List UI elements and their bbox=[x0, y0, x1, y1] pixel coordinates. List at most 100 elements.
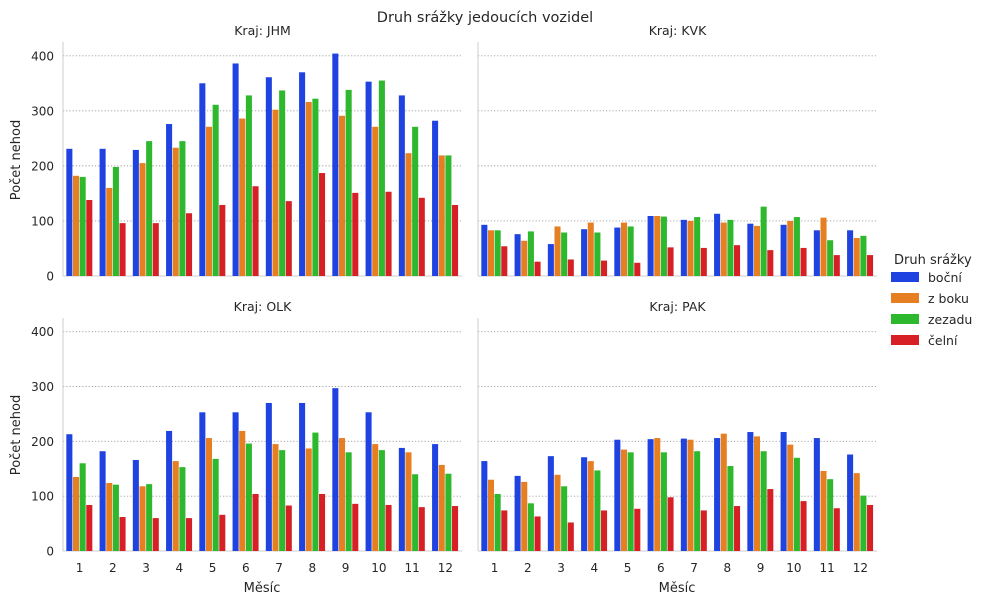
bar-z boku-4 bbox=[587, 222, 594, 276]
bar-čelní-11 bbox=[833, 255, 840, 276]
chart-title: Druh srážky jedoucích vozidel bbox=[377, 10, 593, 26]
bar-zezadu-1 bbox=[494, 493, 501, 551]
bar-boční-12 bbox=[432, 120, 439, 276]
bar-čelní-2 bbox=[534, 261, 541, 276]
bar-zezadu-7 bbox=[279, 450, 286, 551]
bar-boční-3 bbox=[547, 456, 554, 551]
bar-zezadu-2 bbox=[527, 231, 534, 276]
bar-čelní-6 bbox=[667, 497, 674, 551]
bar-boční-7 bbox=[265, 77, 272, 277]
bar-zezadu-5 bbox=[212, 104, 219, 277]
bar-z boku-5 bbox=[620, 449, 628, 551]
bar-boční-9 bbox=[747, 432, 754, 551]
x-tick-label: 5 bbox=[624, 561, 632, 575]
bar-zezadu-3 bbox=[561, 486, 568, 551]
bar-z boku-8 bbox=[720, 222, 727, 276]
y-tick-label: 400 bbox=[31, 49, 54, 63]
bar-z boku-7 bbox=[687, 220, 694, 276]
bar-čelní-7 bbox=[700, 510, 707, 551]
y-tick-label: 200 bbox=[31, 435, 54, 449]
bar-z boku-2 bbox=[106, 483, 113, 551]
bar-boční-11 bbox=[398, 95, 405, 276]
bar-čelní-3 bbox=[152, 223, 159, 276]
bar-boční-10 bbox=[780, 432, 787, 551]
panel-title: Kraj: KVK bbox=[649, 23, 707, 38]
bar-čelní-9 bbox=[352, 192, 359, 276]
bar-boční-9 bbox=[747, 223, 754, 276]
bar-zezadu-1 bbox=[79, 176, 86, 276]
bar-boční-8 bbox=[299, 72, 306, 276]
bar-z boku-1 bbox=[72, 476, 80, 551]
bar-zezadu-11 bbox=[827, 479, 834, 551]
bar-boční-5 bbox=[614, 439, 621, 551]
bar-boční-6 bbox=[647, 439, 654, 551]
bar-čelní-4 bbox=[186, 518, 193, 551]
bar-čelní-4 bbox=[601, 260, 608, 276]
bar-boční-5 bbox=[199, 412, 206, 551]
legend-swatch bbox=[891, 272, 919, 282]
panel-0: Kraj: JHM 0 100 200 300 400 bbox=[31, 23, 462, 284]
bar-čelní-7 bbox=[285, 201, 292, 276]
y-tick-label: 300 bbox=[31, 380, 54, 394]
bar-boční-12 bbox=[432, 444, 439, 551]
bar-zezadu-7 bbox=[694, 451, 701, 551]
bar-čelní-12 bbox=[452, 204, 459, 276]
bar-zezadu-9 bbox=[345, 89, 352, 277]
panel-title: Kraj: OLK bbox=[234, 299, 292, 314]
bar-boční-4 bbox=[581, 229, 588, 276]
bar-čelní-4 bbox=[186, 213, 193, 276]
x-tick-label: 7 bbox=[275, 561, 283, 575]
x-tick-label: 8 bbox=[309, 561, 317, 575]
bar-zezadu-4 bbox=[594, 470, 601, 551]
bar-čelní-10 bbox=[800, 247, 807, 276]
bar-boční-8 bbox=[299, 402, 306, 551]
y-tick-label: 300 bbox=[31, 104, 54, 118]
bar-boční-6 bbox=[647, 215, 654, 276]
legend: Druh srážky boční z boku zezadu čelní bbox=[891, 253, 972, 348]
bar-čelní-7 bbox=[285, 505, 292, 551]
bar-z boku-1 bbox=[487, 230, 495, 276]
bar-z boku-10 bbox=[787, 444, 794, 551]
bar-z boku-5 bbox=[205, 438, 213, 551]
bar-boční-9 bbox=[332, 388, 339, 551]
bar-boční-10 bbox=[780, 224, 787, 276]
bar-čelní-6 bbox=[667, 247, 674, 276]
legend-label: čelní bbox=[928, 333, 958, 348]
bar-zezadu-5 bbox=[627, 452, 634, 551]
bar-zezadu-11 bbox=[827, 240, 834, 276]
y-tick-label: 100 bbox=[31, 214, 54, 228]
bar-boční-3 bbox=[132, 459, 139, 551]
bar-z boku-5 bbox=[205, 126, 213, 276]
legend-label: boční bbox=[928, 270, 962, 285]
bar-čelní-12 bbox=[867, 504, 874, 551]
bar-z boku-7 bbox=[687, 439, 694, 551]
panel-title: Kraj: JHM bbox=[234, 23, 291, 38]
bar-zezadu-9 bbox=[345, 452, 352, 551]
legend-swatch bbox=[891, 314, 919, 324]
bar-zezadu-3 bbox=[561, 232, 568, 276]
bar-boční-5 bbox=[199, 83, 206, 276]
bar-z boku-8 bbox=[305, 448, 312, 551]
bar-z boku-12 bbox=[853, 238, 860, 276]
bar-boční-5 bbox=[614, 227, 621, 276]
bar-boční-7 bbox=[680, 219, 687, 276]
bar-z boku-10 bbox=[787, 220, 794, 276]
bar-zezadu-10 bbox=[378, 80, 385, 276]
y-axis-label-bottom: Počet nehod bbox=[9, 395, 24, 475]
bar-zezadu-10 bbox=[793, 457, 800, 551]
bar-zezadu-12 bbox=[445, 155, 452, 276]
bar-boční-11 bbox=[813, 230, 820, 276]
bar-boční-6 bbox=[232, 63, 239, 276]
legend-label: zezadu bbox=[928, 312, 972, 327]
bar-z boku-7 bbox=[272, 109, 279, 276]
bar-zezadu-2 bbox=[112, 484, 119, 551]
bar-čelní-8 bbox=[734, 245, 741, 276]
bar-z boku-8 bbox=[720, 433, 727, 551]
bar-boční-3 bbox=[132, 149, 139, 276]
y-axis-label-top: Počet nehod bbox=[9, 120, 24, 200]
x-tick-label: 2 bbox=[109, 561, 117, 575]
bar-boční-7 bbox=[265, 402, 272, 551]
bar-z boku-5 bbox=[620, 222, 628, 276]
